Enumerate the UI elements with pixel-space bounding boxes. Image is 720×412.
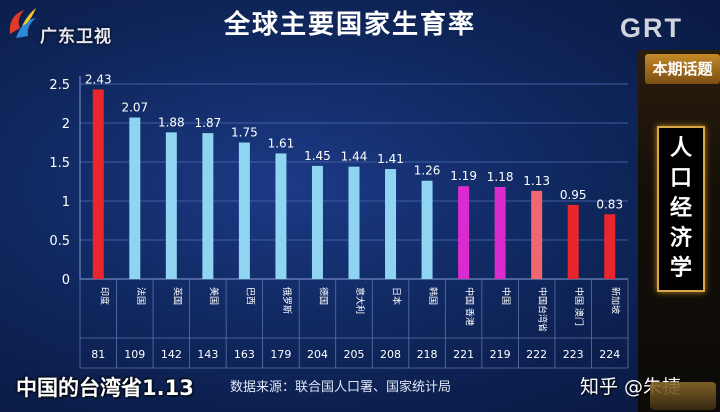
topic-box: 人口经济学 [657, 126, 705, 292]
bar [494, 186, 506, 279]
category-label: 中国 澳门 [573, 287, 585, 326]
bar [567, 204, 579, 279]
rank-label: 208 [380, 348, 401, 361]
rank-label: 222 [526, 348, 547, 361]
rank-label: 142 [161, 348, 182, 361]
channel-logo-icon [9, 8, 36, 38]
data-label: 1.75 [231, 126, 258, 140]
topic-text: 人口经济学 [669, 136, 692, 281]
rank-label: 223 [563, 348, 584, 361]
category-label: 印度 [98, 287, 110, 305]
bar [604, 214, 616, 279]
y-tick-label: 0 [62, 273, 70, 288]
bar [129, 117, 141, 279]
channel-logo: 广东卫视 [6, 4, 136, 48]
category-label: 俄罗斯 [281, 287, 293, 314]
data-label: 0.95 [560, 188, 587, 202]
bar [92, 89, 104, 280]
rank-label: 179 [270, 348, 291, 361]
bar [421, 180, 433, 279]
category-label: 新加坡 [610, 287, 622, 314]
bar [165, 132, 177, 279]
corner-logo: GRT [620, 13, 683, 43]
rank-label: 204 [307, 348, 328, 361]
category-label: 美国 [208, 287, 220, 305]
data-label: 1.87 [195, 116, 222, 130]
y-tick-label: 0.5 [49, 234, 70, 249]
category-label: 英国 [171, 287, 183, 305]
subtitle-caption: 中国的台湾省1.13 [16, 376, 194, 400]
data-label: 2.07 [121, 101, 148, 115]
data-label: 1.19 [450, 169, 477, 183]
data-label: 1.45 [304, 149, 331, 163]
category-label: 中国 香港 [464, 287, 476, 326]
bar [458, 186, 470, 279]
category-label: 意大利 [354, 287, 366, 314]
bar [531, 190, 543, 279]
data-label: 2.43 [85, 72, 112, 86]
source-note: 数据来源：联合国人口署、国家统计局 [230, 380, 452, 395]
bottom-badge [650, 382, 716, 410]
data-label: 0.83 [596, 197, 623, 211]
bar [385, 169, 397, 279]
rank-label: 218 [417, 348, 438, 361]
y-tick-label: 2.5 [49, 78, 70, 93]
bar [202, 133, 214, 279]
data-label: 1.26 [414, 164, 441, 178]
data-label: 1.88 [158, 115, 185, 129]
bar [238, 142, 250, 279]
rank-label: 163 [234, 348, 255, 361]
category-label: 德国 [317, 287, 329, 305]
data-label: 1.41 [377, 152, 404, 166]
channel-logo-text: 广东卫视 [40, 27, 112, 47]
category-label: 中国 [500, 287, 512, 305]
rank-label: 143 [197, 348, 218, 361]
data-label: 1.18 [487, 170, 514, 184]
rank-label: 109 [124, 348, 145, 361]
data-label: 1.44 [341, 150, 368, 164]
data-label: 1.61 [268, 136, 295, 150]
data-label: 1.13 [523, 174, 550, 188]
topic-tag: 本期话题 [645, 54, 720, 84]
bar [275, 153, 287, 279]
category-label: 巴西 [244, 287, 255, 305]
y-tick-label: 1.5 [49, 156, 70, 171]
y-tick-label: 2 [62, 117, 70, 132]
rank-label: 205 [344, 348, 365, 361]
category-label: 中国台湾省 [537, 287, 549, 332]
rank-label: 219 [490, 348, 511, 361]
category-label: 韩国 [427, 287, 439, 305]
bar-chart: 0 0.5 1 1.5 2 2.5 2.43 印度 81 2.07 法国 109 1.88 英国 142 1.… [49, 72, 629, 369]
rank-label: 221 [453, 348, 474, 361]
y-tick-label: 1 [62, 195, 70, 210]
bar [348, 166, 360, 279]
bar [311, 165, 323, 279]
chart-title: 全球主要国家生育率 [223, 10, 476, 40]
category-label: 日本 [391, 287, 403, 305]
rank-label: 81 [91, 348, 105, 361]
category-label: 法国 [135, 287, 147, 305]
rank-label: 224 [599, 348, 620, 361]
